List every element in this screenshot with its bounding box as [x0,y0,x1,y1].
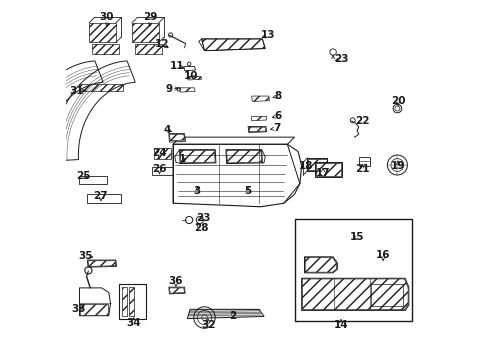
Text: 2: 2 [229,311,236,321]
Text: 28: 28 [194,223,208,233]
Polygon shape [201,39,264,51]
Bar [119,284,145,319]
Text: 32: 32 [201,320,215,330]
Polygon shape [305,257,336,272]
Polygon shape [307,158,326,170]
Text: 8: 8 [274,91,282,101]
Text: 21: 21 [354,164,369,174]
Text: 12: 12 [155,39,169,49]
Text: 23: 23 [333,54,347,64]
Text: 35: 35 [78,251,93,261]
Text: 13: 13 [260,30,274,40]
Text: 6: 6 [274,111,282,121]
Text: 26: 26 [152,164,166,174]
Text: 5: 5 [244,186,251,197]
Polygon shape [315,163,340,176]
Text: 11: 11 [169,61,183,71]
Polygon shape [226,150,261,163]
Polygon shape [132,23,159,42]
Polygon shape [92,44,119,54]
Polygon shape [251,96,269,102]
Text: 10: 10 [183,71,198,81]
Polygon shape [169,134,184,141]
Text: 3: 3 [193,186,201,197]
Polygon shape [187,76,201,80]
Polygon shape [302,279,407,310]
Polygon shape [180,150,215,163]
Polygon shape [88,261,116,266]
Text: 1: 1 [178,154,185,163]
Text: 22: 22 [354,116,369,126]
Polygon shape [80,84,123,91]
Polygon shape [251,116,266,121]
Text: 20: 20 [390,96,405,107]
Polygon shape [135,44,162,54]
Text: 15: 15 [349,232,364,242]
Polygon shape [169,288,184,293]
Text: 36: 36 [168,276,183,286]
Polygon shape [129,287,134,316]
Text: 9: 9 [165,84,173,94]
Text: 4: 4 [163,125,170,135]
Text: 24: 24 [152,148,166,158]
Text: 16: 16 [375,250,389,260]
Text: 17: 17 [315,168,330,178]
Text: 19: 19 [390,161,405,171]
Polygon shape [80,304,108,315]
Bar [370,284,403,306]
Text: 29: 29 [142,13,157,22]
Text: 33: 33 [71,304,85,314]
Polygon shape [179,88,195,92]
Text: 30: 30 [100,13,114,22]
Text: 23: 23 [196,212,210,222]
Polygon shape [154,148,171,159]
Text: 31: 31 [69,86,83,96]
Text: 25: 25 [76,171,90,181]
Text: 27: 27 [93,191,108,201]
Polygon shape [89,23,116,42]
Polygon shape [122,287,127,316]
Text: 7: 7 [272,123,280,133]
Text: 34: 34 [126,318,141,328]
Bar [294,219,411,321]
Polygon shape [187,309,264,319]
Text: 18: 18 [298,161,312,171]
Text: 14: 14 [333,320,347,330]
Polygon shape [248,127,265,132]
